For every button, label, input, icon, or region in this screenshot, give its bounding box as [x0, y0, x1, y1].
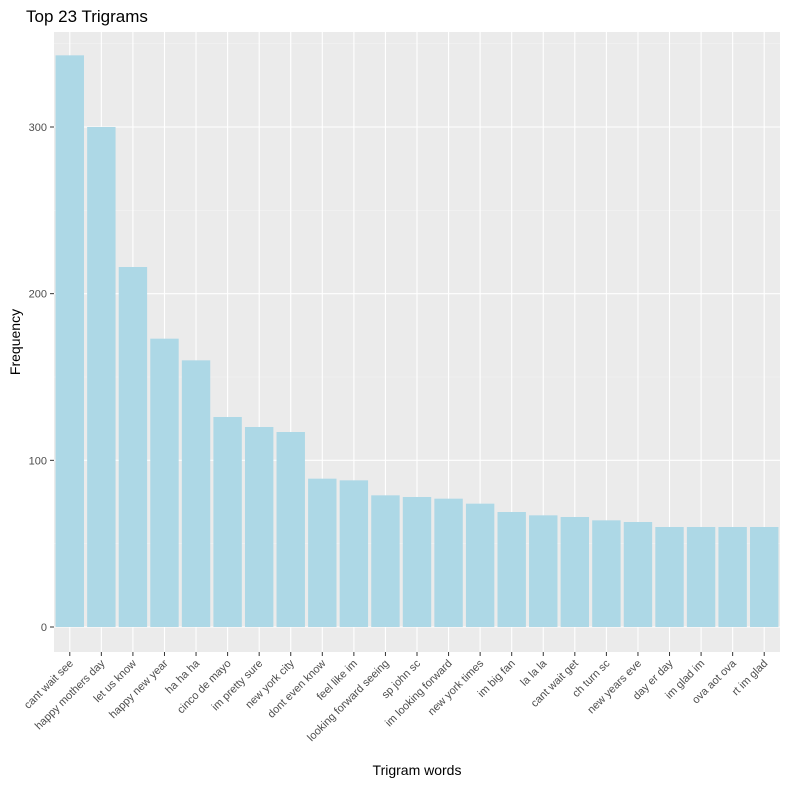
bar — [371, 495, 400, 627]
x-tick-label: happy new year — [107, 657, 171, 721]
bar — [118, 267, 148, 627]
bar — [592, 520, 621, 627]
bar — [497, 512, 526, 627]
bar — [244, 427, 274, 627]
bar — [623, 522, 653, 627]
y-axis: 0 100 200 300 — [29, 122, 54, 634]
bar — [434, 498, 463, 627]
x-tick-label: new york times — [426, 657, 487, 718]
bar — [87, 127, 116, 627]
bar — [655, 527, 684, 627]
bar — [55, 55, 84, 628]
bar — [529, 515, 558, 627]
bar — [560, 517, 590, 627]
y-tick-label: 200 — [29, 289, 47, 301]
bar — [181, 360, 211, 627]
y-tick-label: 300 — [29, 122, 47, 134]
chart-title: Top 23 Trigrams — [26, 7, 148, 26]
bar — [402, 497, 432, 627]
bar — [276, 432, 305, 627]
bar — [339, 480, 369, 627]
bar — [213, 417, 242, 627]
bar — [686, 527, 716, 627]
bar — [465, 503, 495, 627]
y-tick-label: 100 — [29, 455, 47, 467]
bar — [150, 338, 179, 627]
x-axis-title: Trigram words — [373, 762, 462, 778]
bar — [750, 527, 779, 627]
y-axis-title: Frequency — [7, 309, 23, 375]
bar — [718, 527, 747, 627]
bar — [308, 478, 337, 627]
bars — [55, 55, 779, 628]
y-tick-label: 0 — [41, 622, 47, 634]
